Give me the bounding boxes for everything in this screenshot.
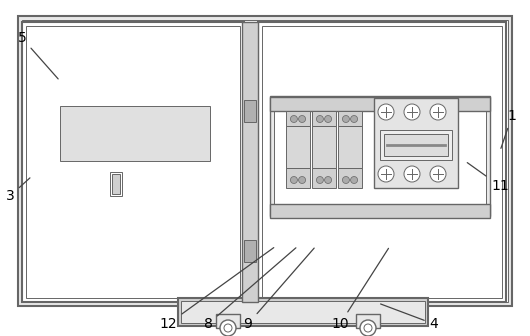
Bar bbox=[286, 126, 310, 168]
Circle shape bbox=[404, 166, 420, 182]
Circle shape bbox=[290, 176, 297, 183]
Bar bbox=[181, 301, 425, 323]
Circle shape bbox=[316, 176, 323, 183]
Bar bbox=[216, 314, 240, 328]
Bar bbox=[312, 168, 336, 188]
Bar bbox=[270, 96, 490, 216]
Bar bbox=[22, 20, 508, 302]
Circle shape bbox=[364, 324, 372, 332]
Bar bbox=[112, 174, 120, 194]
Bar bbox=[274, 100, 486, 212]
Bar bbox=[312, 126, 336, 168]
Text: 4: 4 bbox=[381, 304, 438, 331]
Bar bbox=[338, 168, 362, 188]
Bar bbox=[60, 106, 210, 161]
Circle shape bbox=[378, 104, 394, 120]
Bar bbox=[258, 22, 506, 302]
Circle shape bbox=[324, 176, 332, 183]
Bar bbox=[26, 26, 240, 298]
Bar bbox=[262, 26, 502, 298]
Bar bbox=[286, 111, 310, 126]
Text: 12: 12 bbox=[159, 248, 274, 331]
Bar bbox=[356, 314, 380, 328]
Text: 10: 10 bbox=[331, 248, 388, 331]
Text: 9: 9 bbox=[244, 248, 314, 331]
Circle shape bbox=[298, 116, 306, 123]
Circle shape bbox=[378, 166, 394, 182]
Bar bbox=[286, 168, 310, 188]
Bar bbox=[374, 98, 458, 188]
Bar bbox=[244, 100, 256, 122]
Circle shape bbox=[430, 166, 446, 182]
Circle shape bbox=[360, 320, 376, 336]
Bar bbox=[244, 240, 256, 262]
Circle shape bbox=[290, 116, 297, 123]
Circle shape bbox=[430, 104, 446, 120]
Text: 1: 1 bbox=[501, 109, 516, 149]
Bar bbox=[242, 22, 258, 302]
Circle shape bbox=[404, 104, 420, 120]
Bar bbox=[312, 111, 336, 126]
Circle shape bbox=[324, 116, 332, 123]
Circle shape bbox=[342, 116, 349, 123]
Circle shape bbox=[220, 320, 236, 336]
Bar bbox=[18, 16, 512, 306]
Text: 11: 11 bbox=[467, 163, 509, 193]
Bar bbox=[380, 130, 452, 160]
Circle shape bbox=[224, 324, 232, 332]
Circle shape bbox=[350, 176, 358, 183]
Bar bbox=[110, 172, 122, 196]
Bar bbox=[338, 126, 362, 168]
Bar bbox=[270, 97, 490, 111]
Text: 8: 8 bbox=[204, 248, 296, 331]
Bar bbox=[22, 22, 244, 302]
Circle shape bbox=[298, 176, 306, 183]
Circle shape bbox=[342, 176, 349, 183]
Text: 5: 5 bbox=[17, 31, 58, 79]
Bar bbox=[178, 298, 428, 326]
Circle shape bbox=[350, 116, 358, 123]
Bar bbox=[384, 134, 448, 156]
Bar bbox=[338, 111, 362, 126]
Circle shape bbox=[316, 116, 323, 123]
Bar bbox=[270, 204, 490, 218]
Text: 3: 3 bbox=[6, 178, 30, 203]
